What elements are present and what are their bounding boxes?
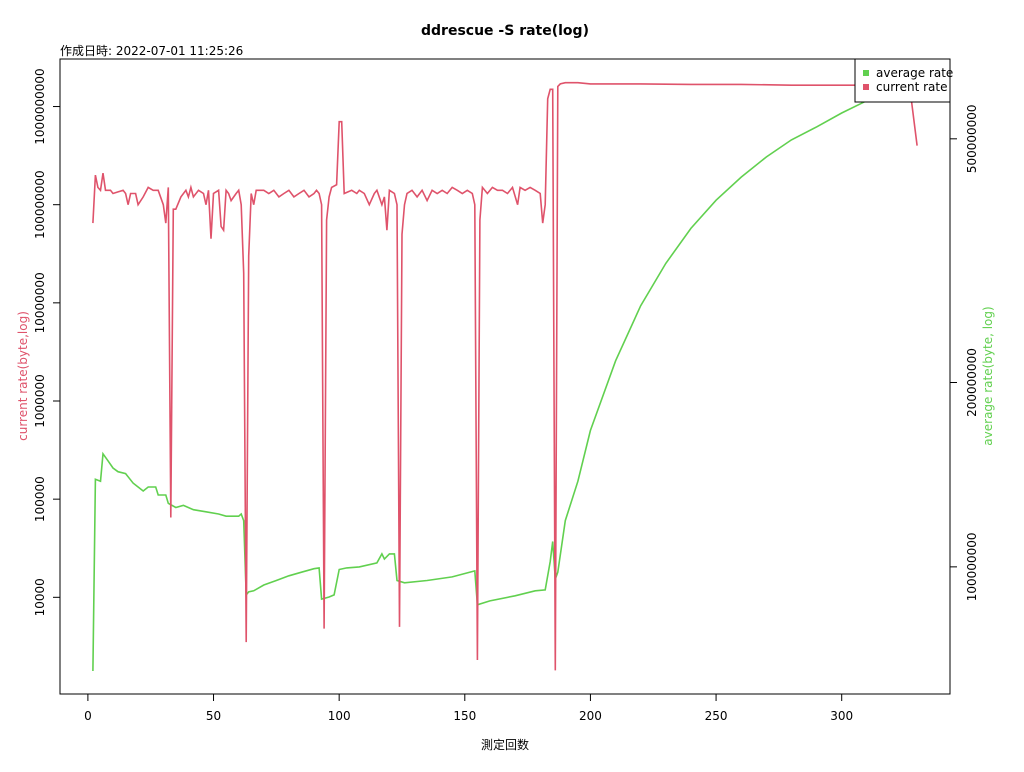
series-line [92,81,918,671]
x-tick-label: 100 [328,709,351,723]
legend-swatch [863,84,869,90]
y-tick-label: 1000000 [33,374,47,427]
x-tick-label: 150 [453,709,476,723]
plot-frame [59,58,951,695]
legend-label: average rate [876,66,953,80]
legend-box [854,58,951,103]
y2-tick-label: 100000000 [965,533,979,602]
y2-tick-label: 500000000 [965,104,979,173]
x-axis-label: 測定回数 [481,737,529,752]
y2-tick-label: 200000000 [965,348,979,417]
y2-axis-label: average rate(byte, log) [981,306,995,445]
y-tick-label: 1000000000 [33,68,47,144]
x-tick-label: 0 [84,709,92,723]
series-line [92,83,910,672]
chart-title: ddrescue -S rate(log) [421,23,589,39]
y-axis-label: current rate(byte,log) [16,311,30,441]
chart-subtitle: 作成日時: 2022-07-01 11:25:26 [60,44,243,58]
y-tick-label: 100000000 [33,170,47,239]
x-tick-label: 200 [579,709,602,723]
x-tick-label: 300 [830,709,853,723]
y-tick-label: 10000 [33,578,47,616]
y-tick-label: 10000000 [33,272,47,333]
x-tick-label: 250 [705,709,728,723]
x-tick-label: 50 [206,709,221,723]
legend-swatch [863,70,869,76]
y-tick-label: 100000 [33,476,47,522]
legend-label: current rate [876,80,947,94]
